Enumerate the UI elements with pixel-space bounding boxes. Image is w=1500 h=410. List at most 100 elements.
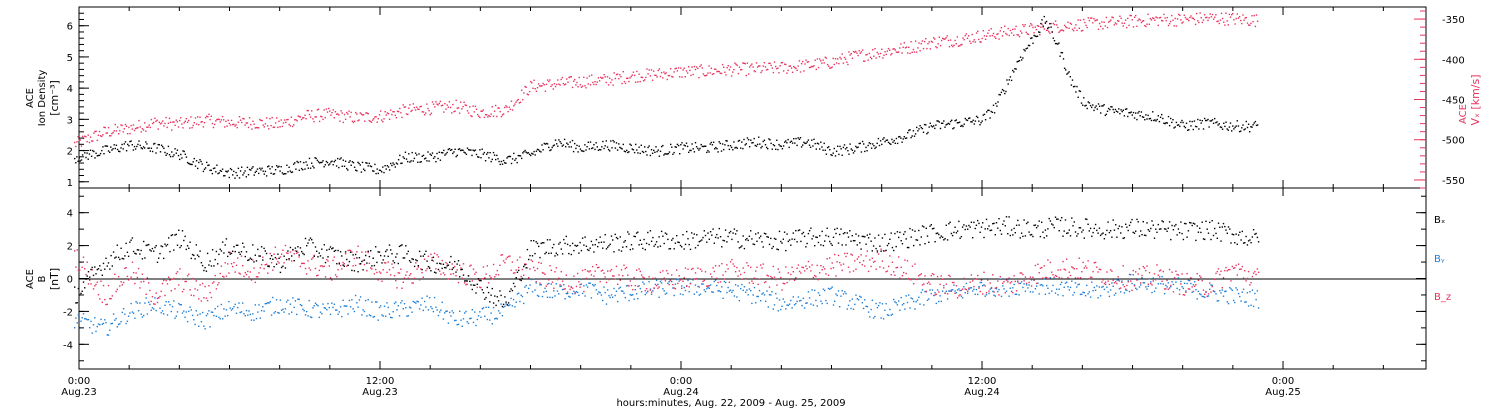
data-point — [260, 246, 263, 248]
data-point — [202, 126, 205, 128]
data-point — [347, 113, 349, 115]
data-point — [926, 299, 929, 301]
data-point — [934, 294, 936, 296]
data-point — [960, 125, 962, 127]
data-point — [179, 158, 181, 161]
data-point — [638, 244, 640, 246]
data-point — [982, 285, 984, 287]
data-point — [935, 232, 937, 235]
data-point — [802, 144, 804, 146]
data-point — [348, 249, 351, 251]
data-point — [398, 315, 401, 317]
data-point — [819, 58, 821, 60]
data-point — [518, 269, 520, 272]
data-point — [1049, 261, 1052, 264]
data-point — [337, 269, 339, 271]
data-point — [957, 45, 960, 47]
data-point — [330, 114, 332, 116]
data-point — [554, 295, 556, 297]
data-point — [717, 290, 719, 292]
data-point — [1101, 21, 1103, 23]
data-point — [1151, 291, 1153, 294]
data-point — [333, 117, 335, 119]
data-point — [341, 165, 343, 167]
data-point — [805, 246, 807, 248]
data-point — [987, 278, 989, 280]
data-point — [1148, 278, 1151, 280]
data-point — [525, 284, 527, 287]
data-point — [203, 122, 206, 124]
data-point — [741, 283, 743, 286]
data-point — [283, 119, 286, 121]
data-point — [185, 311, 187, 313]
data-point — [695, 66, 698, 68]
data-point — [875, 146, 877, 148]
data-point — [840, 58, 842, 60]
data-point — [657, 246, 659, 248]
data-point — [188, 310, 190, 312]
data-point — [308, 113, 311, 116]
data-point — [159, 123, 162, 125]
data-point — [859, 261, 861, 264]
data-point — [800, 272, 802, 274]
data-point — [575, 84, 577, 86]
data-point — [903, 302, 905, 305]
data-point — [462, 274, 465, 276]
data-point — [1100, 25, 1102, 28]
data-point — [649, 154, 652, 157]
data-point — [95, 283, 97, 286]
data-point — [751, 302, 753, 305]
data-point — [979, 290, 981, 293]
data-point — [228, 251, 230, 253]
data-point — [805, 142, 807, 144]
data-point — [954, 292, 956, 294]
data-point — [1081, 293, 1083, 295]
data-point — [966, 37, 969, 39]
data-point — [567, 81, 569, 83]
data-point — [1093, 109, 1095, 112]
data-point — [1185, 223, 1187, 225]
data-point — [919, 244, 921, 246]
data-point — [797, 264, 800, 266]
data-point — [963, 224, 965, 226]
data-point — [553, 290, 555, 292]
data-point — [378, 271, 381, 273]
data-point — [247, 270, 249, 273]
data-point — [1051, 271, 1053, 273]
data-point — [1059, 219, 1062, 222]
data-point — [1071, 280, 1073, 282]
data-point — [797, 137, 799, 139]
data-point — [860, 248, 862, 250]
data-point — [407, 277, 409, 279]
data-point — [1155, 287, 1157, 289]
data-point — [326, 258, 328, 261]
data-point — [944, 238, 946, 240]
data-point — [1098, 227, 1101, 229]
data-point — [139, 144, 141, 147]
data-point — [1083, 267, 1085, 269]
data-point — [1063, 286, 1065, 288]
data-point — [354, 264, 357, 267]
data-point — [952, 128, 954, 130]
data-point — [709, 231, 712, 233]
data-point — [655, 241, 658, 243]
data-point — [179, 246, 181, 249]
data-point — [95, 273, 97, 275]
data-point — [255, 260, 258, 262]
data-point — [940, 275, 942, 277]
data-point — [956, 122, 959, 124]
data-point — [619, 279, 621, 281]
data-point — [826, 146, 829, 149]
data-point — [1165, 284, 1167, 287]
data-point — [845, 255, 847, 258]
data-point — [1242, 124, 1244, 126]
data-point — [119, 150, 121, 153]
data-point — [588, 282, 590, 284]
data-point — [80, 320, 82, 322]
data-point — [513, 152, 515, 155]
data-point — [882, 267, 885, 269]
data-point — [789, 65, 791, 67]
data-point — [911, 229, 914, 231]
data-point — [1009, 287, 1011, 289]
data-point — [299, 247, 302, 249]
